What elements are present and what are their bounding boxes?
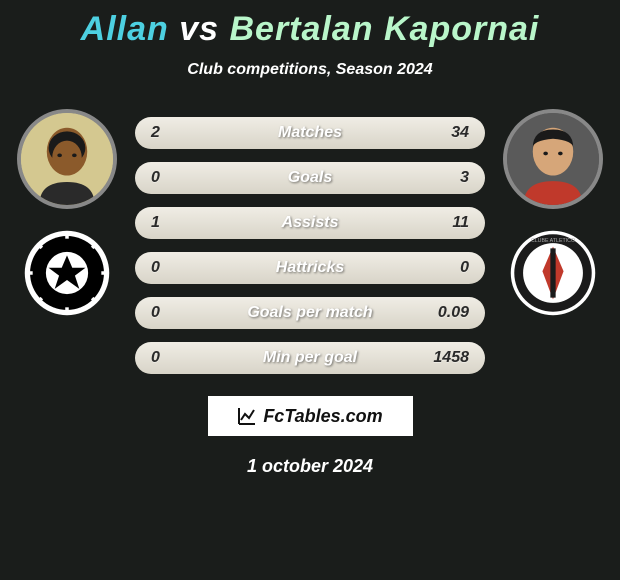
main-comparison-area: 2 Matches 34 0 Goals 3 1 Assists 11 0 Ha… xyxy=(0,109,620,374)
stat-row-hattricks: 0 Hattricks 0 xyxy=(135,252,485,284)
stat-label: Hattricks xyxy=(276,259,344,277)
stat-left-value: 0 xyxy=(151,259,191,277)
stat-right-value: 0 xyxy=(429,259,469,277)
right-column: CLUBE ATLETICO xyxy=(493,109,613,317)
comparison-title: Allan vs Bertalan Kapornai xyxy=(81,10,540,49)
left-column xyxy=(7,109,127,317)
title-player1: Allan xyxy=(81,10,169,48)
stat-right-value: 0.09 xyxy=(429,304,469,322)
stat-label: Min per goal xyxy=(263,349,357,367)
title-vs: vs xyxy=(179,10,219,48)
stat-left-value: 0 xyxy=(151,304,191,322)
stat-row-matches: 2 Matches 34 xyxy=(135,117,485,149)
stat-row-min-per-goal: 0 Min per goal 1458 xyxy=(135,342,485,374)
player2-club-logo: CLUBE ATLETICO xyxy=(509,229,597,317)
player1-club-logo xyxy=(23,229,111,317)
stat-label: Goals per match xyxy=(247,304,372,322)
title-player2: Bertalan Kapornai xyxy=(230,10,540,48)
stat-right-value: 1458 xyxy=(429,349,469,367)
stat-left-value: 0 xyxy=(151,349,191,367)
player1-avatar xyxy=(17,109,117,209)
player2-avatar xyxy=(503,109,603,209)
stats-column: 2 Matches 34 0 Goals 3 1 Assists 11 0 Ha… xyxy=(135,117,485,374)
stat-right-value: 11 xyxy=(429,214,469,232)
stat-row-goals: 0 Goals 3 xyxy=(135,162,485,194)
stat-label: Assists xyxy=(282,214,339,232)
stat-row-assists: 1 Assists 11 xyxy=(135,207,485,239)
stat-left-value: 0 xyxy=(151,169,191,187)
stat-label: Matches xyxy=(278,124,342,142)
stat-left-value: 1 xyxy=(151,214,191,232)
subtitle: Club competitions, Season 2024 xyxy=(187,61,432,79)
stat-right-value: 3 xyxy=(429,169,469,187)
stat-right-value: 34 xyxy=(429,124,469,142)
branding-box: FcTables.com xyxy=(208,396,413,436)
chart-icon xyxy=(237,406,257,426)
stat-row-goals-per-match: 0 Goals per match 0.09 xyxy=(135,297,485,329)
date-text: 1 october 2024 xyxy=(247,456,373,477)
branding-text: FcTables.com xyxy=(263,406,382,427)
stat-left-value: 2 xyxy=(151,124,191,142)
stat-label: Goals xyxy=(288,169,332,187)
svg-text:CLUBE ATLETICO: CLUBE ATLETICO xyxy=(531,238,575,244)
